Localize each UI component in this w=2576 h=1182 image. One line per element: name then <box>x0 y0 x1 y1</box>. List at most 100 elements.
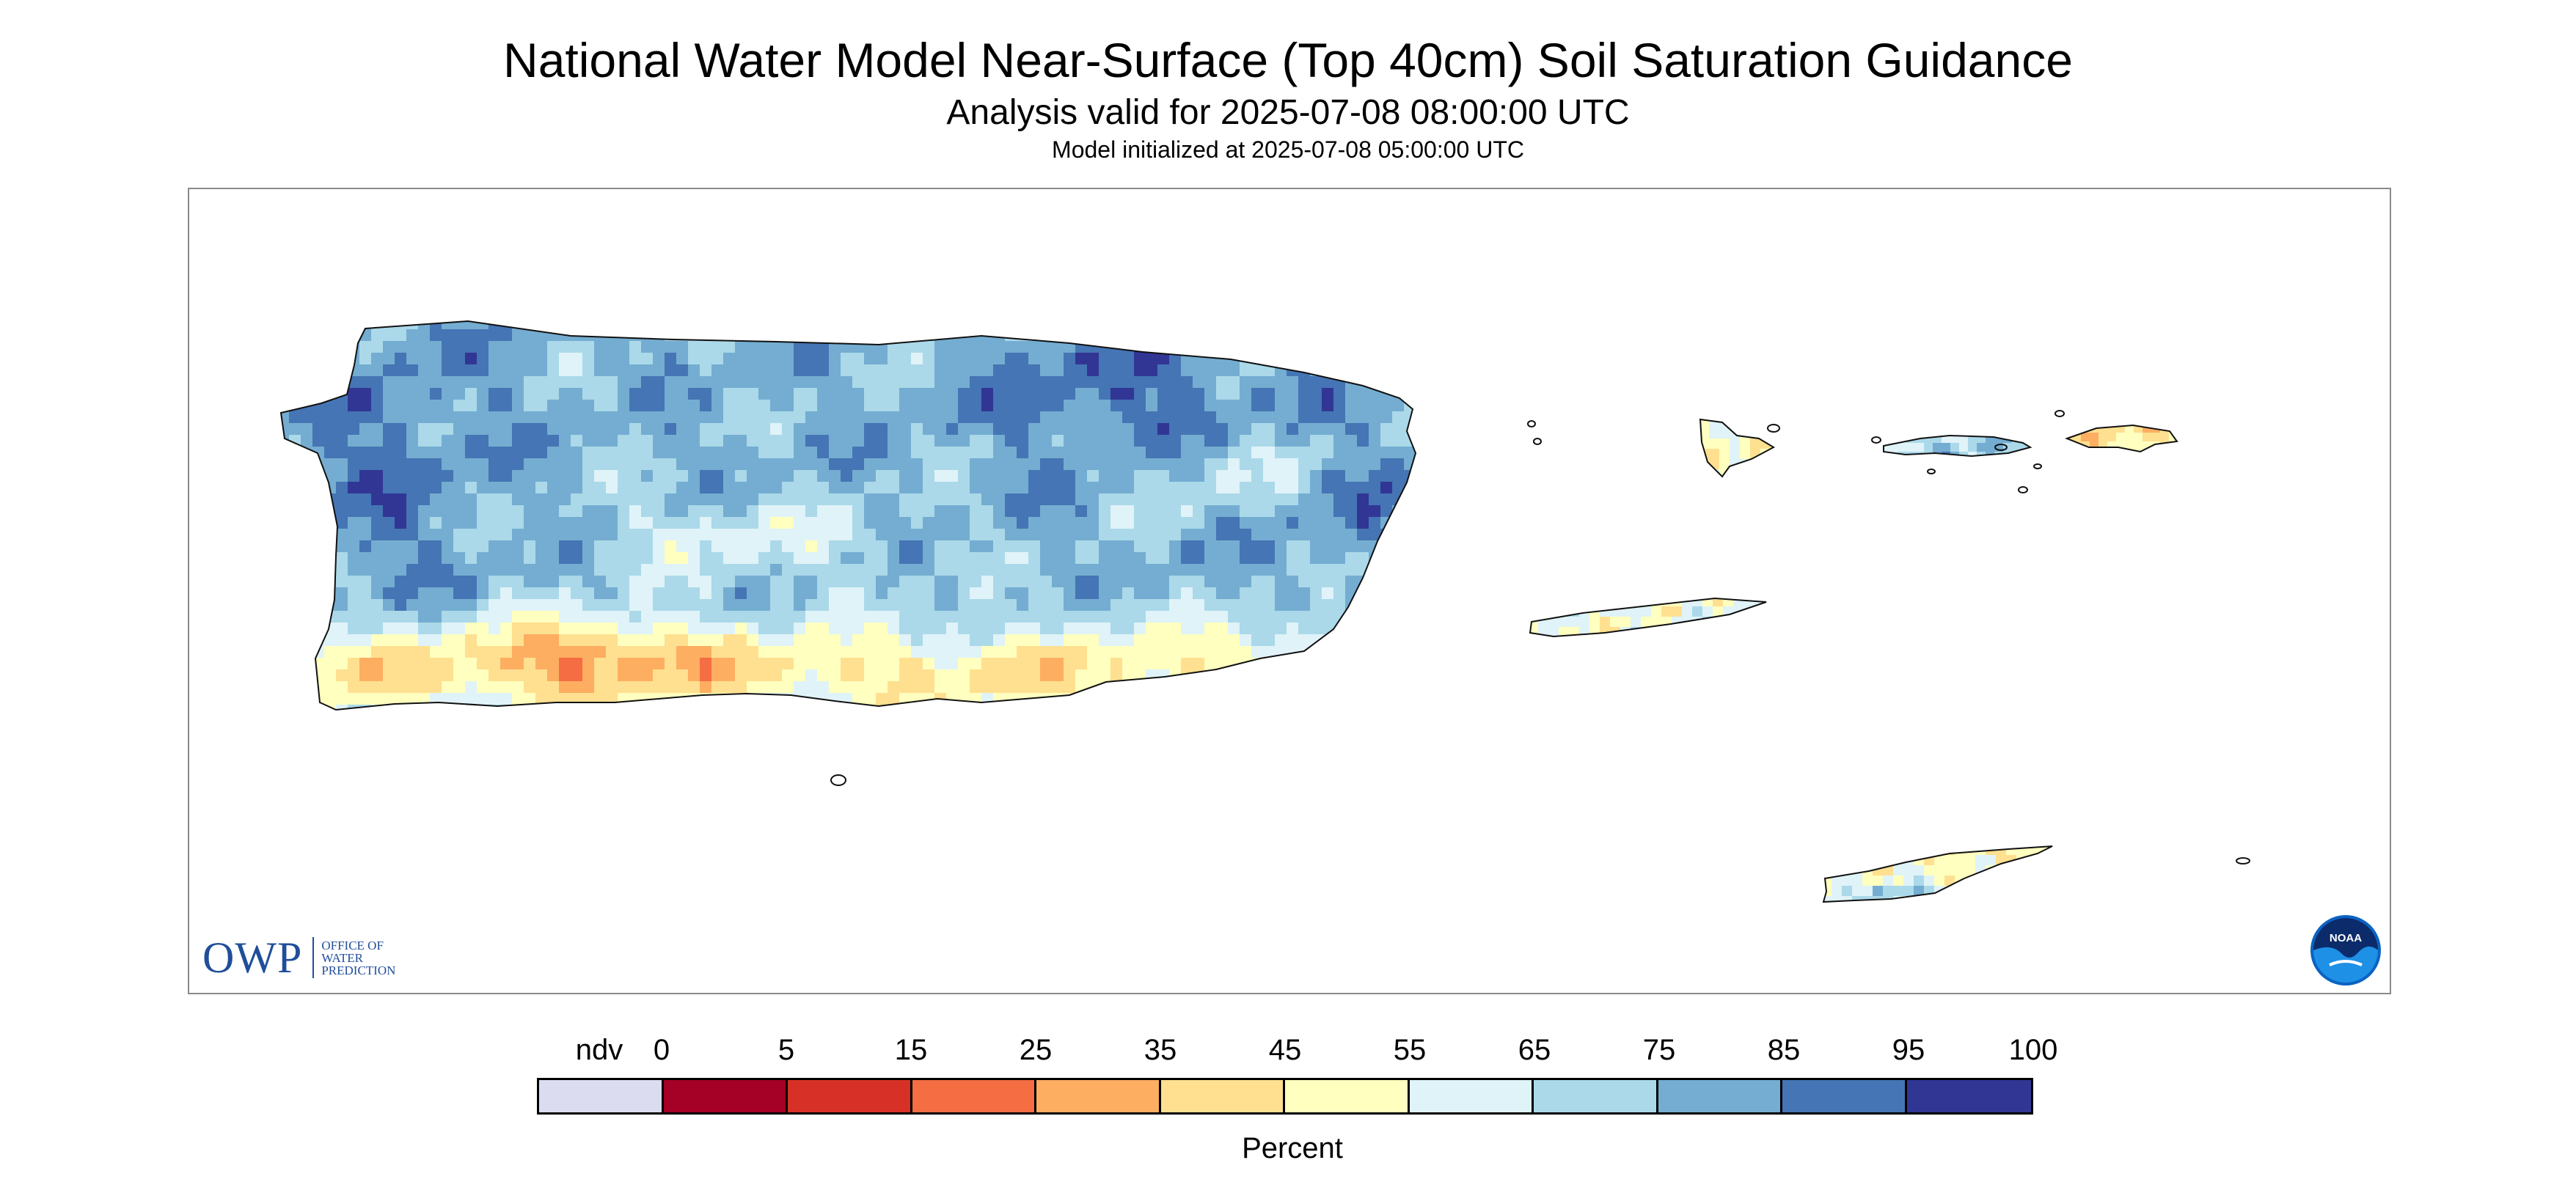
saturation-cell <box>1287 493 1299 506</box>
saturation-cell <box>289 646 301 658</box>
saturation-cell <box>348 540 360 553</box>
saturation-cell <box>1914 846 1925 856</box>
saturation-cell <box>934 705 947 710</box>
saturation-cell <box>1883 886 1894 897</box>
saturation-cell <box>383 693 395 705</box>
saturation-cell <box>676 493 689 506</box>
saturation-cell <box>970 376 982 389</box>
saturation-cell <box>535 611 548 623</box>
saturation-cell <box>618 564 630 576</box>
saturation-cell <box>993 341 1006 353</box>
saturation-cell <box>1146 646 1158 658</box>
saturation-cell <box>1263 693 1276 705</box>
saturation-cell <box>665 552 677 565</box>
saturation-cell <box>442 321 454 330</box>
saturation-cell <box>688 693 700 705</box>
saturation-cell <box>301 552 313 565</box>
saturation-cell <box>383 517 395 529</box>
saturation-cell <box>1404 329 1416 342</box>
saturation-cell <box>1087 529 1099 541</box>
saturation-cell <box>1298 341 1311 353</box>
saturation-cell <box>1122 669 1135 682</box>
saturation-cell <box>606 400 618 412</box>
saturation-cell <box>430 493 442 506</box>
saturation-cell <box>688 458 700 471</box>
saturation-cell <box>876 423 888 436</box>
saturation-cell <box>852 458 865 471</box>
saturation-cell <box>2047 896 2052 902</box>
saturation-cell <box>1287 576 1299 588</box>
saturation-cell <box>1322 423 1334 436</box>
saturation-cell <box>1263 552 1276 565</box>
saturation-cell <box>1287 329 1299 342</box>
saturation-cell <box>747 435 759 447</box>
saturation-cell <box>1287 599 1299 612</box>
saturation-cell <box>1263 447 1276 459</box>
saturation-cell <box>1157 646 1170 658</box>
saturation-cell <box>711 388 724 400</box>
owp-logo-divider <box>312 937 315 978</box>
saturation-cell <box>535 493 548 506</box>
saturation-cell <box>1345 576 1358 588</box>
saturation-cell <box>1017 482 1029 494</box>
saturation-cell <box>1298 669 1311 682</box>
saturation-cell <box>1028 552 1041 565</box>
saturation-cell <box>794 493 806 506</box>
saturation-cell <box>911 376 923 389</box>
saturation-cell <box>1404 599 1416 612</box>
saturation-cell <box>1333 493 1346 506</box>
saturation-cell <box>805 423 818 436</box>
saturation-cell <box>418 376 431 389</box>
saturation-cell <box>747 634 759 647</box>
saturation-cell <box>934 529 947 541</box>
saturation-cell <box>1228 329 1240 342</box>
saturation-cell <box>700 599 712 612</box>
saturation-cell <box>1275 376 1287 389</box>
saturation-cell <box>911 400 923 412</box>
saturation-cell <box>1275 400 1287 412</box>
saturation-cell <box>1240 552 1252 565</box>
saturation-cell <box>535 529 548 541</box>
saturation-cell <box>1216 411 1229 424</box>
saturation-cell <box>606 329 618 342</box>
saturation-cell <box>1017 646 1029 658</box>
saturation-cell <box>653 658 665 670</box>
saturation-cell <box>2116 433 2126 442</box>
saturation-cell <box>735 587 747 600</box>
saturation-cell <box>817 423 830 436</box>
saturation-cell <box>442 529 454 541</box>
saturation-cell <box>1146 411 1158 424</box>
saturation-cell <box>524 517 536 529</box>
saturation-cell <box>817 517 830 529</box>
saturation-cell <box>653 705 665 710</box>
saturation-cell <box>535 599 548 612</box>
saturation-cell <box>782 517 794 529</box>
saturation-cell <box>1310 517 1322 529</box>
saturation-cell <box>688 611 700 623</box>
saturation-cell <box>453 552 466 565</box>
saturation-cell <box>852 447 865 459</box>
saturation-cell <box>1040 517 1053 529</box>
saturation-cell <box>1005 634 1017 647</box>
saturation-cell <box>1392 321 1405 330</box>
saturation-cell <box>747 411 759 424</box>
saturation-cell <box>489 447 501 459</box>
saturation-cell <box>1404 364 1416 377</box>
saturation-cell <box>1357 482 1369 494</box>
saturation-cell <box>1263 329 1276 342</box>
saturation-cell <box>524 423 536 436</box>
saturation-cell <box>665 423 677 436</box>
saturation-cell <box>1017 529 1029 541</box>
saturation-cell <box>723 529 736 541</box>
saturation-cell <box>1950 436 1960 444</box>
colorbar-swatch <box>1160 1080 1285 1112</box>
saturation-cell <box>430 505 442 518</box>
saturation-cell <box>794 681 806 694</box>
saturation-cell <box>676 411 689 424</box>
saturation-cell <box>1298 681 1311 694</box>
saturation-cell <box>852 321 865 330</box>
saturation-cell <box>442 505 454 518</box>
saturation-cell <box>700 587 712 600</box>
saturation-cell <box>958 576 970 588</box>
saturation-cell <box>1040 669 1053 682</box>
